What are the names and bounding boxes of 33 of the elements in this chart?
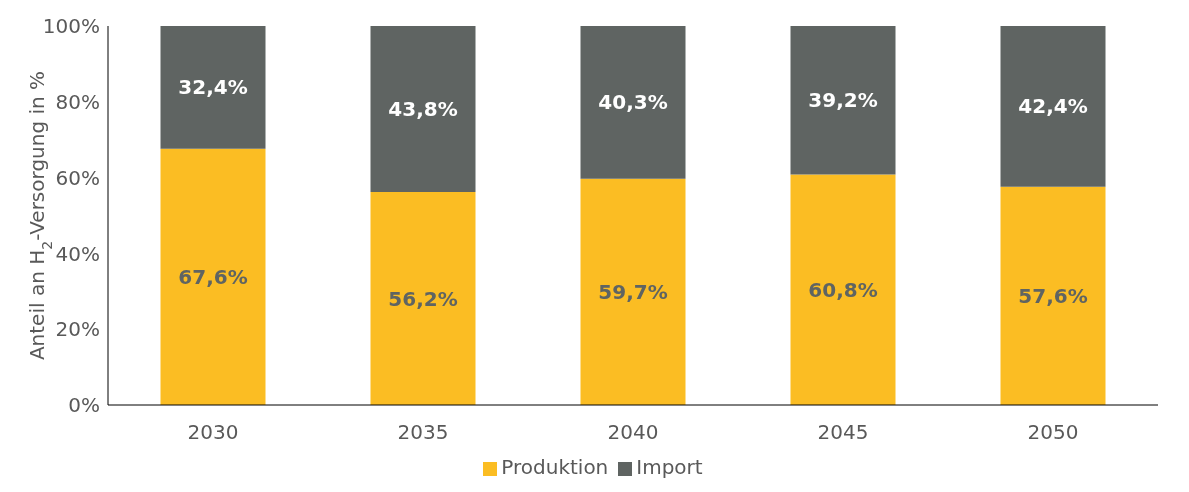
bar [160, 148, 266, 405]
data-label: 60,8% [808, 277, 878, 302]
y-tick-label: 40% [55, 241, 100, 266]
bar [790, 174, 896, 405]
bar [370, 26, 476, 192]
legend-label: Import [636, 455, 703, 479]
y-tick-label: 60% [55, 165, 100, 190]
bar [790, 26, 896, 175]
legend-label: Produktion [501, 455, 609, 479]
data-label: 39,2% [808, 88, 878, 113]
bar [580, 178, 686, 405]
y-tick-label: 100% [42, 14, 100, 39]
x-tick-label: 2045 [817, 420, 869, 445]
data-label: 32,4% [178, 75, 248, 100]
x-tick-label: 2035 [397, 420, 449, 445]
y-tick-label: 80% [55, 89, 100, 114]
data-label: 67,6% [178, 265, 248, 289]
bar [580, 26, 686, 179]
bar [1000, 186, 1106, 405]
y-tick-label: 0% [68, 393, 100, 418]
data-label: 59,7% [598, 279, 668, 304]
bar [160, 26, 266, 149]
x-tick-label: 2050 [1027, 420, 1079, 445]
bar [1000, 26, 1106, 187]
y-tick-label: 20% [55, 317, 100, 342]
x-tick-label: 2030 [187, 420, 239, 445]
x-tick-label: 2040 [607, 420, 659, 445]
bar [370, 192, 476, 405]
data-label: 57,6% [1018, 283, 1088, 308]
data-label: 42,4% [1018, 94, 1088, 119]
data-label: 40,3% [598, 90, 668, 115]
data-label: 56,2% [388, 286, 458, 311]
data-label: 43,8% [388, 97, 458, 122]
